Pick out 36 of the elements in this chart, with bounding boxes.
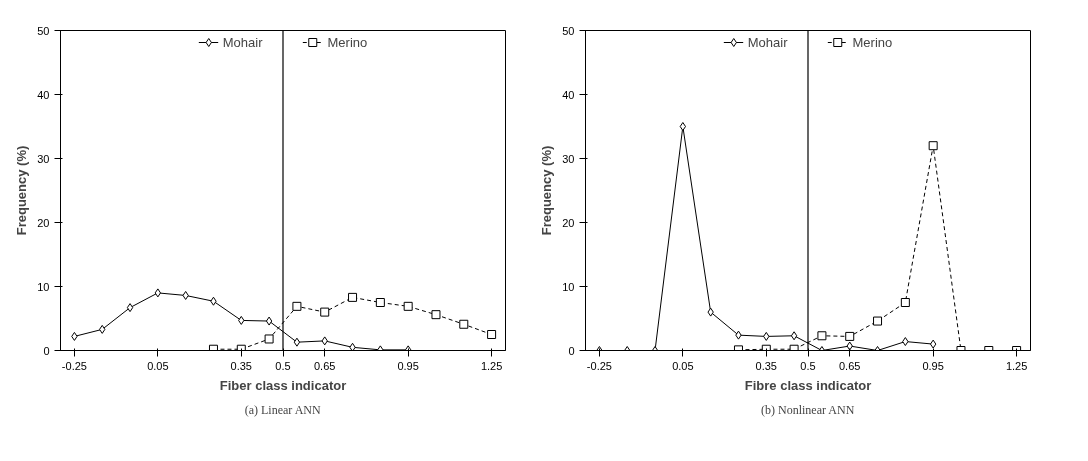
x-axis-title: Fibre class indicator — [744, 377, 872, 393]
y-tick-label: 20 — [562, 216, 575, 229]
x-axis-title: Fiber class indicator — [219, 377, 347, 393]
y-tick-label: 50 — [37, 24, 50, 37]
legend-label: Merino — [852, 34, 893, 50]
y-tick-label: 40 — [37, 88, 50, 101]
y-tick-label: 40 — [562, 88, 575, 101]
y-tick-label: 0 — [568, 344, 575, 357]
y-tick-label: 10 — [562, 280, 575, 293]
x-tick-label: 0.5 — [800, 359, 816, 372]
x-tick-label: 0.05 — [147, 359, 169, 372]
legend-label: Mohair — [747, 34, 788, 50]
x-tick-label: 0.35 — [230, 359, 252, 372]
x-tick-label: 0.35 — [755, 359, 777, 372]
x-tick-label: 0.95 — [922, 359, 944, 372]
legend-label: Mohair — [222, 34, 263, 50]
x-tick-label: -0.25 — [586, 359, 612, 372]
y-axis-title: Frequency (%) — [14, 145, 30, 236]
x-tick-label: 0.5 — [275, 359, 291, 372]
x-tick-label: 0.95 — [397, 359, 419, 372]
y-tick-label: 10 — [37, 280, 50, 293]
y-tick-label: 30 — [562, 152, 575, 165]
x-tick-label: 0.65 — [314, 359, 336, 372]
x-tick-label: 0.65 — [839, 359, 861, 372]
y-tick-label: 30 — [37, 152, 50, 165]
y-tick-label: 50 — [562, 24, 575, 37]
y-tick-label: 0 — [43, 344, 50, 357]
x-tick-label: -0.25 — [61, 359, 87, 372]
x-tick-label: 0.05 — [672, 359, 694, 372]
x-tick-label: 1.25 — [480, 359, 503, 372]
y-tick-label: 20 — [37, 216, 50, 229]
text: (a) Linear ANN — [244, 402, 321, 417]
text: (b) Nonlinear ANN — [761, 402, 855, 417]
legend-label: Merino — [327, 34, 368, 50]
y-axis-title: Frequency (%) — [539, 145, 555, 236]
x-tick-label: 1.25 — [1005, 359, 1028, 372]
